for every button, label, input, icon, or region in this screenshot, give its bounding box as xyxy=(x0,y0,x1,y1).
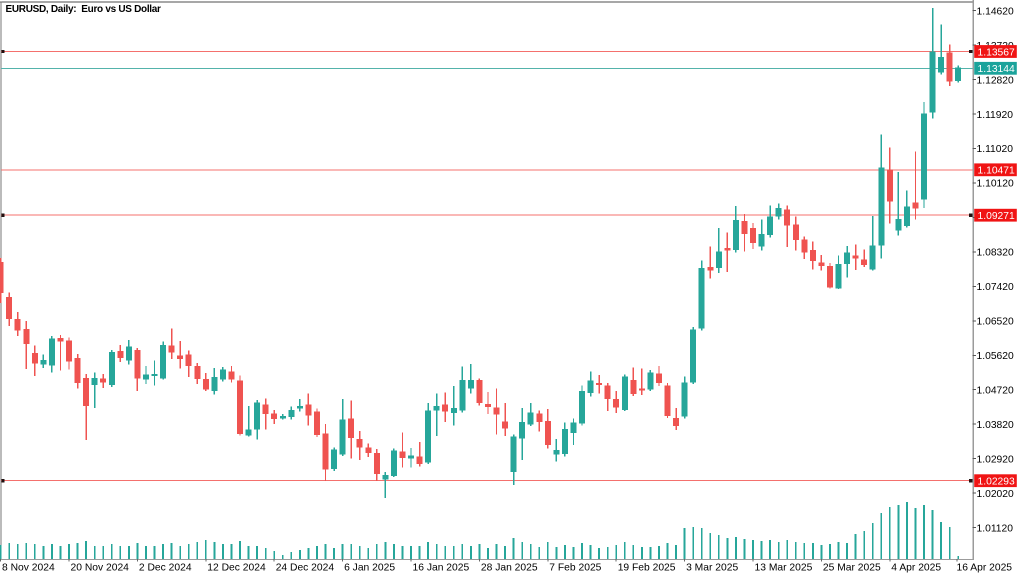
svg-text:1.10471: 1.10471 xyxy=(978,166,1015,177)
svg-text:1.14620: 1.14620 xyxy=(977,6,1014,17)
svg-text:20 Nov 2024: 20 Nov 2024 xyxy=(71,562,130,573)
svg-text:1.02293: 1.02293 xyxy=(978,477,1015,488)
svg-text:EURUSD, Daily: Euro vs US Dol: EURUSD, Daily: Euro vs US Dollar xyxy=(6,4,162,15)
svg-text:1.02920: 1.02920 xyxy=(977,455,1014,466)
svg-text:4 Apr 2025: 4 Apr 2025 xyxy=(891,562,941,573)
svg-text:2 Dec 2024: 2 Dec 2024 xyxy=(139,562,192,573)
svg-text:28 Jan 2025: 28 Jan 2025 xyxy=(481,562,538,573)
svg-text:1.08320: 1.08320 xyxy=(977,248,1014,259)
svg-text:6 Jan 2025: 6 Jan 2025 xyxy=(344,562,395,573)
svg-text:1.04720: 1.04720 xyxy=(977,386,1014,397)
svg-text:1.10120: 1.10120 xyxy=(977,179,1014,190)
svg-text:8 Nov 2024: 8 Nov 2024 xyxy=(2,562,55,573)
svg-text:7 Feb 2025: 7 Feb 2025 xyxy=(549,562,601,573)
svg-text:1.06520: 1.06520 xyxy=(977,317,1014,328)
svg-text:16 Apr 2025: 16 Apr 2025 xyxy=(957,562,1013,573)
svg-text:25 Mar 2025: 25 Mar 2025 xyxy=(823,562,881,573)
svg-text:12 Dec 2024: 12 Dec 2024 xyxy=(207,562,266,573)
svg-text:1.03820: 1.03820 xyxy=(977,420,1014,431)
svg-text:16 Jan 2025: 16 Jan 2025 xyxy=(413,562,470,573)
svg-text:1.13567: 1.13567 xyxy=(978,47,1015,58)
svg-text:24 Dec 2024: 24 Dec 2024 xyxy=(276,562,335,573)
svg-text:1.07420: 1.07420 xyxy=(977,282,1014,293)
svg-text:1.13144: 1.13144 xyxy=(978,64,1015,75)
svg-text:1.01120: 1.01120 xyxy=(977,523,1014,534)
svg-text:13 Mar 2025: 13 Mar 2025 xyxy=(755,562,813,573)
svg-text:1.11020: 1.11020 xyxy=(977,144,1014,155)
svg-text:1.05620: 1.05620 xyxy=(977,351,1014,362)
svg-text:1.11920: 1.11920 xyxy=(977,110,1014,121)
svg-text:3 Mar 2025: 3 Mar 2025 xyxy=(686,562,738,573)
svg-text:19 Feb 2025: 19 Feb 2025 xyxy=(618,562,676,573)
svg-text:1.12820: 1.12820 xyxy=(977,75,1014,86)
svg-text:1.02020: 1.02020 xyxy=(977,489,1014,500)
svg-text:1.09271: 1.09271 xyxy=(978,211,1015,222)
